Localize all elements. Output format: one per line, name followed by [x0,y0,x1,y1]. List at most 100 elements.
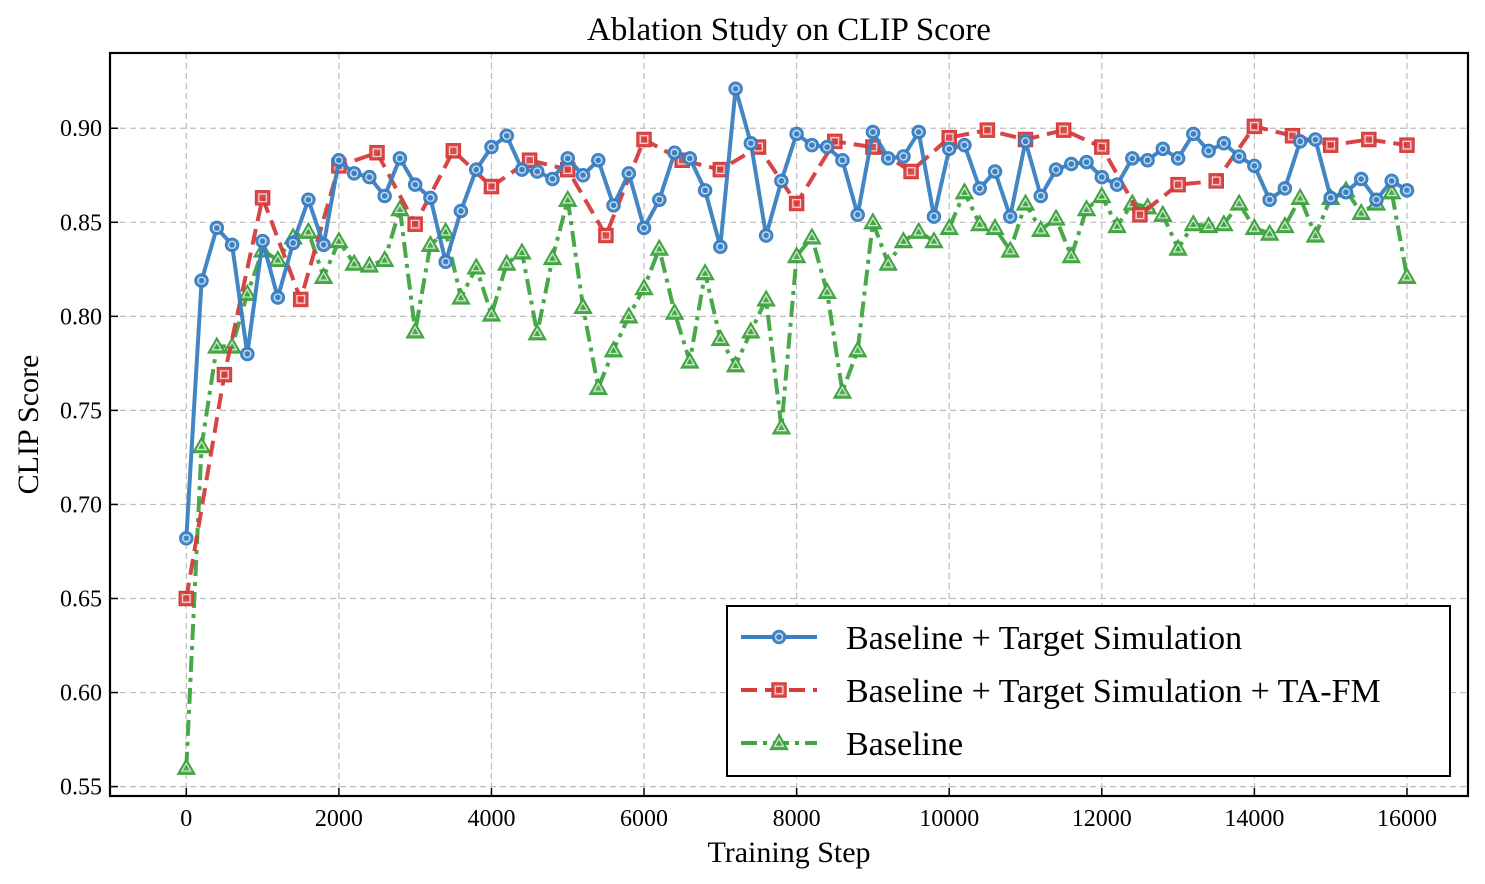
data-point-inner [440,226,452,236]
data-point [636,220,652,236]
data-point [682,151,698,166]
data-point [407,216,423,232]
data-point-inner [577,301,589,311]
x-axis-label: Training Step [707,836,870,869]
data-point-inner [288,238,298,248]
data-point-inner [348,258,360,268]
data-point [194,273,209,288]
data-point-inner [868,127,878,137]
data-point [880,151,896,166]
data-point [896,149,911,164]
data-point-inner [196,440,207,451]
legend-marker-inner [773,737,785,747]
data-point-inner [1050,212,1062,223]
data-point [1216,136,1232,151]
data-point-inner [502,131,511,140]
x-tick-label: 14000 [1224,806,1284,832]
data-point-inner [409,325,421,336]
data-point-inner [943,222,955,232]
data-point-inner [455,291,467,302]
data-point [1055,122,1072,138]
data-point-inner [1265,195,1274,204]
y-axis-label: CLIP Score [12,355,45,495]
data-point-inner [1250,161,1259,171]
data-point [1246,118,1263,135]
legend-marker [771,629,787,645]
data-point [789,126,804,142]
data-point-inner [1357,174,1366,184]
data-point [774,173,789,189]
data-point [835,152,850,168]
data-point-inner [226,340,238,351]
plot-frame [108,51,1470,798]
data-point-inner [563,154,572,163]
data-point-inner [563,165,573,175]
data-point-inner [1097,172,1106,182]
data-point [209,220,225,236]
data-point-inner [304,195,313,204]
data-point-inner [594,156,603,165]
data-point-inner [302,226,314,236]
data-point-inner [258,193,268,203]
data-point-inner [745,325,757,336]
data-point [514,162,530,177]
data-point-inner [624,169,633,178]
data-point [1140,152,1155,168]
data-point-inner [1294,192,1306,202]
data-point-inner [928,235,940,246]
data-point [1186,126,1201,142]
data-point [285,235,301,251]
data-point [392,151,408,166]
data-point-inner [791,250,803,261]
legend: Baseline + Target Simulation Baseline + T… [726,605,1451,777]
data-point-inner [1112,180,1122,189]
data-point [636,131,652,148]
data-point-inner [1401,271,1413,281]
data-point-inner [365,172,374,182]
data-point-inner [1128,154,1137,163]
data-point [972,181,987,196]
data-point [240,346,255,362]
data-point-inner [562,194,574,204]
data-point [979,122,996,138]
y-tick-label: 0.55 [60,775,102,801]
y-tick-label: 0.60 [60,681,102,707]
data-point-inner [501,258,513,268]
y-tick-label: 0.80 [60,304,102,330]
data-point [598,227,614,244]
data-point-inner [1035,224,1047,234]
legend-label: Baseline + Target Simulation [846,620,1242,657]
data-point-inner [1004,244,1016,255]
data-point-inner [777,176,786,186]
data-point-inner [379,254,391,264]
data-point-inner [822,142,832,152]
data-point-inner [746,139,756,148]
data-point-inner [929,212,939,221]
data-point [712,161,729,178]
data-point-inner [1248,222,1260,232]
data-point [941,141,957,157]
data-point-inner [548,174,557,184]
data-point [301,192,316,207]
data-point [484,139,499,155]
data-point-inner [1021,137,1030,146]
data-point-inner [899,152,908,161]
y-tick-label: 0.75 [60,398,102,424]
chart-title: Ablation Study on CLIP Score [587,12,991,48]
x-tick-label: 0 [180,806,192,832]
data-point [1170,151,1186,166]
data-point [255,233,270,249]
data-point [407,177,423,192]
data-point [1109,177,1125,192]
data-point-inner [1402,140,1412,150]
data-point-inner [1081,203,1092,214]
data-point-inner [380,191,389,201]
data-point-inner [578,171,588,180]
data-point-inner [1082,157,1091,167]
data-point-inner [241,288,253,298]
data-point-inner [1158,144,1167,154]
data-point-inner [410,219,420,229]
data-point [560,151,576,166]
data-point-inner [333,235,345,246]
